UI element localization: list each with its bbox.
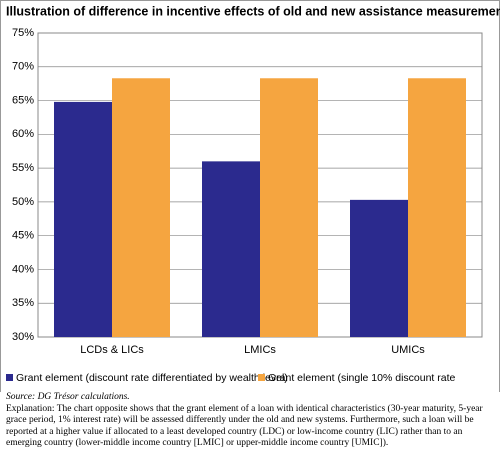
y-tick-label: 65%	[12, 94, 34, 106]
y-tick-label: 70%	[12, 61, 34, 73]
y-tick-label: 30%	[12, 331, 34, 343]
bar	[260, 78, 318, 338]
bar	[54, 101, 112, 337]
x-tick-label: LCDs & LICs	[80, 344, 144, 356]
legend-swatch	[6, 374, 13, 381]
y-tick-label: 40%	[12, 263, 34, 275]
y-tick-label: 60%	[12, 128, 34, 140]
y-tick-label: 50%	[12, 196, 34, 208]
legend-label: Grant element (single 10% discount rate	[268, 372, 456, 384]
bar	[408, 78, 466, 338]
explanation: Explanation: The chart opposite shows th…	[6, 403, 483, 449]
source: Source: DG Trésor calculations.	[6, 392, 130, 402]
legend-label: Grant element (discount rate differentia…	[16, 372, 288, 384]
bar	[350, 199, 408, 337]
y-tick-label: 75%	[12, 27, 34, 39]
x-tick-label: LMICs	[244, 344, 276, 356]
y-tick-label: 45%	[12, 230, 34, 242]
y-tick-label: 55%	[12, 162, 34, 174]
legend-swatch	[258, 374, 265, 381]
bar	[202, 161, 260, 337]
y-tick-label: 35%	[12, 297, 34, 309]
chart-title: Illustration of difference in incentive …	[6, 4, 500, 18]
chart: Illustration of difference in incentive …	[0, 0, 500, 392]
notes: Source: DG Trésor calculations. Explanat…	[6, 392, 494, 450]
x-tick-label: UMICs	[391, 344, 425, 356]
bar	[112, 78, 170, 338]
